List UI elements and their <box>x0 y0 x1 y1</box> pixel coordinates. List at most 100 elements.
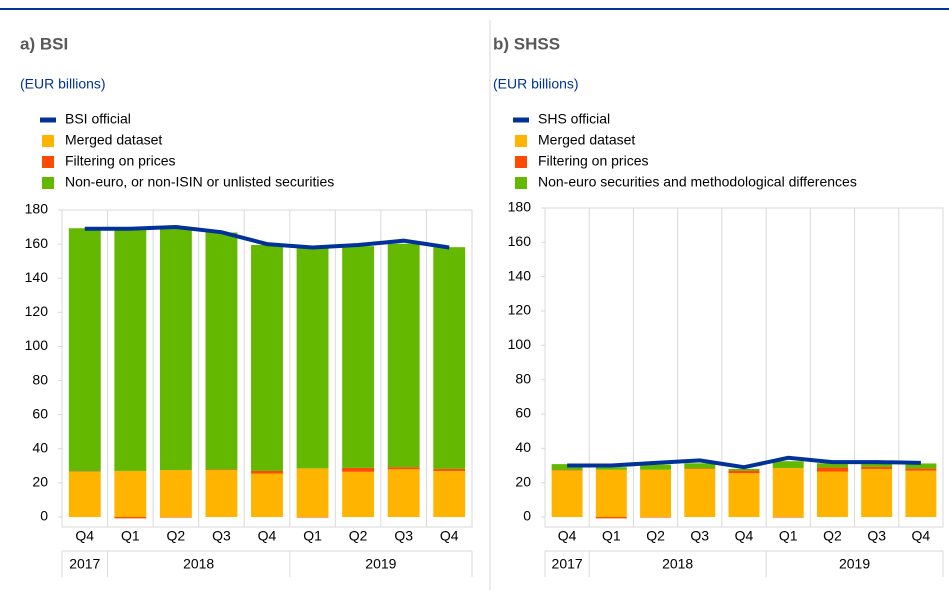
legend-swatch <box>42 156 54 168</box>
legend-swatch <box>513 117 529 123</box>
x-tick-label: Q4 <box>735 528 754 544</box>
bar-segment <box>342 467 375 472</box>
legend-label: Non-euro securities and methodological d… <box>538 174 857 190</box>
bar-segment <box>684 463 716 469</box>
bar-segment <box>251 470 283 474</box>
bar-segment <box>640 464 672 470</box>
y-tick-label: 160 <box>508 233 532 249</box>
y-tick-label: 80 <box>515 370 531 386</box>
legend-label: Filtering on prices <box>538 153 649 169</box>
legend-swatch <box>515 177 527 189</box>
bar-segment <box>816 467 848 472</box>
bar-segment <box>640 517 672 518</box>
bar-segment <box>816 471 848 517</box>
y-tick-label: 20 <box>32 474 48 490</box>
y-tick-label: 180 <box>25 201 49 217</box>
x-group-label: 2019 <box>365 556 396 572</box>
bar-segment <box>772 461 804 469</box>
line-series <box>567 455 921 470</box>
bar-segment <box>595 469 627 517</box>
bar-segment <box>728 473 760 517</box>
x-tick-label: Q2 <box>646 528 665 544</box>
bar-segment <box>595 517 627 519</box>
bar-segment <box>68 228 101 472</box>
x-tick-label: Q4 <box>440 528 459 544</box>
x-tick-label: Q3 <box>690 528 709 544</box>
bar-segment <box>861 462 893 467</box>
bar-segment <box>114 517 147 519</box>
x-group-label: 2017 <box>552 556 583 572</box>
bar-segment <box>728 468 760 471</box>
x-tick-label: Q2 <box>167 528 186 544</box>
bar-segment <box>433 468 466 471</box>
bar-segment <box>433 247 466 469</box>
bar-segment <box>114 229 147 471</box>
legend-swatch <box>42 135 54 147</box>
y-tick-label: 160 <box>25 235 49 251</box>
legend-label: Merged dataset <box>538 132 635 148</box>
y-tick-label: 140 <box>508 267 532 283</box>
x-tick-label: Q2 <box>349 528 368 544</box>
bar-segment <box>684 468 716 469</box>
y-tick-label: 120 <box>508 302 532 318</box>
y-tick-label: 0 <box>40 508 48 524</box>
bar-segment <box>205 470 238 517</box>
y-tick-label: 40 <box>32 439 48 455</box>
bar-segment <box>772 468 804 517</box>
y-tick-label: 180 <box>508 199 532 215</box>
bar-segment <box>342 246 375 468</box>
x-tick-label: Q1 <box>602 528 621 544</box>
legend-swatch <box>42 177 54 189</box>
bar-segment <box>68 471 101 472</box>
x-tick-label: Q1 <box>303 528 322 544</box>
bar-segment <box>342 471 375 517</box>
bar-segment <box>905 463 937 469</box>
plot-frame <box>544 207 944 528</box>
y-tick-label: 20 <box>515 473 531 489</box>
bar-segment <box>114 470 147 517</box>
legend-label: BSI official <box>65 111 131 127</box>
line-series <box>84 225 450 250</box>
x-tick-label: Q4 <box>258 528 277 544</box>
x-group-label: 2019 <box>839 556 870 572</box>
bar-segment <box>387 469 420 517</box>
bar-segment <box>728 470 760 474</box>
x-tick-label: Q2 <box>823 528 842 544</box>
bar-segment <box>387 467 420 470</box>
bar-segment <box>159 227 192 471</box>
bar-segment <box>205 232 238 470</box>
y-tick-label: 0 <box>523 508 531 524</box>
y-tick-label: 100 <box>508 336 532 352</box>
legend-label: SHS official <box>538 111 610 127</box>
x-tick-label: Q4 <box>912 528 931 544</box>
bar-segment <box>861 468 893 517</box>
panel-title: b) SHSS <box>493 34 560 53</box>
x-group-label: 2018 <box>183 556 214 572</box>
x-tick-label: Q1 <box>121 528 140 544</box>
legend-label: Merged dataset <box>65 132 162 148</box>
bar-segment <box>772 517 804 518</box>
legend-swatch <box>515 156 527 168</box>
bar-segment <box>684 468 716 517</box>
bar-segment <box>251 244 283 471</box>
bar-segment <box>551 470 583 471</box>
bar-segment <box>296 517 329 518</box>
x-tick-label: Q4 <box>75 528 94 544</box>
y-tick-label: 120 <box>25 303 49 319</box>
bar-segment <box>296 248 329 469</box>
bar-segment <box>433 470 466 517</box>
bar-segment <box>816 463 848 468</box>
x-tick-label: Q3 <box>867 528 886 544</box>
plot-frame <box>61 209 473 528</box>
panel-subtitle: (EUR billions) <box>20 76 106 92</box>
bar-segment <box>905 470 937 517</box>
x-group-label: 2018 <box>662 556 693 572</box>
bar-segment <box>205 469 238 471</box>
bar-segment <box>551 470 583 517</box>
bar-segment <box>159 517 192 518</box>
x-tick-label: Q1 <box>779 528 798 544</box>
y-tick-label: 60 <box>32 405 48 421</box>
bar-segment <box>387 243 420 468</box>
bar-segment <box>640 469 672 517</box>
